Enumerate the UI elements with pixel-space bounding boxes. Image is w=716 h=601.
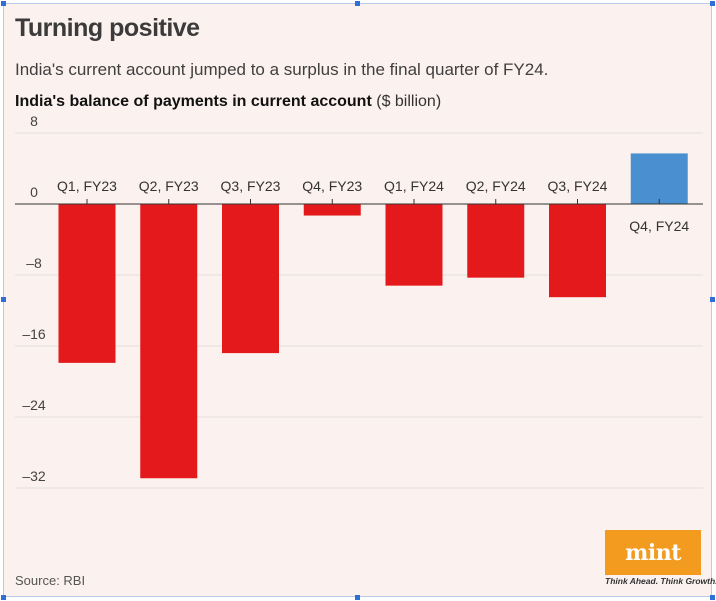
bar xyxy=(140,204,198,479)
y-tick-label: 8 xyxy=(30,113,38,129)
category-label: Q2, FY23 xyxy=(139,178,199,194)
y-tick-label: –32 xyxy=(22,468,46,484)
category-label: Q2, FY24 xyxy=(466,178,526,194)
category-label: Q3, FY24 xyxy=(548,178,608,194)
y-tick-label: –24 xyxy=(22,397,46,413)
mint-logo: mint xyxy=(605,530,701,575)
category-label: Q4, FY24 xyxy=(629,218,689,234)
headline: Turning positive xyxy=(15,14,200,42)
resize-handle-bottom-left[interactable] xyxy=(1,595,6,600)
bar xyxy=(385,204,443,286)
logo-text: mint xyxy=(625,539,681,566)
resize-handle-left[interactable] xyxy=(1,297,6,302)
category-label: Q1, FY24 xyxy=(384,178,444,194)
source-note: Source: RBI xyxy=(15,573,86,588)
chart-title: India's balance of payments in current a… xyxy=(15,93,441,111)
resize-handle-top-left[interactable] xyxy=(1,1,6,6)
resize-handle-right[interactable] xyxy=(710,297,715,302)
bar xyxy=(222,204,279,354)
resize-handle-top[interactable] xyxy=(355,1,360,6)
bar xyxy=(58,204,116,363)
bar xyxy=(467,204,525,278)
bar xyxy=(549,204,606,298)
subheadline: India's current account jumped to a surp… xyxy=(15,60,549,79)
resize-handle-top-right[interactable] xyxy=(710,1,715,6)
chart-unit: ($ billion) xyxy=(376,93,442,110)
chart-frame xyxy=(3,3,712,597)
category-label: Q4, FY23 xyxy=(302,178,362,194)
bar xyxy=(630,153,688,204)
category-label: Q3, FY23 xyxy=(221,178,281,194)
y-tick-label: 0 xyxy=(30,184,38,200)
category-label: Q1, FY23 xyxy=(57,178,117,194)
y-tick-label: –8 xyxy=(26,255,42,271)
bar xyxy=(303,204,361,216)
chart-title-text: India's balance of payments in current a… xyxy=(15,93,372,110)
y-tick-label: –16 xyxy=(22,326,46,342)
resize-handle-bottom[interactable] xyxy=(355,595,360,600)
resize-handle-bottom-right[interactable] xyxy=(710,595,715,600)
logo-tagline: Think Ahead. Think Growth. xyxy=(605,576,716,586)
